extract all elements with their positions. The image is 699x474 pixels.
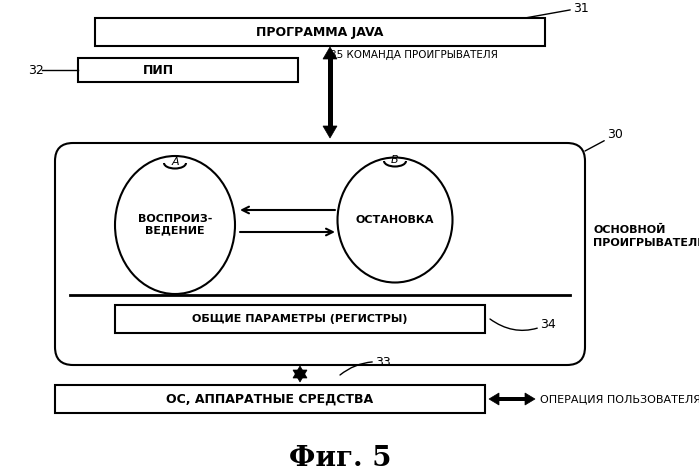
Polygon shape bbox=[323, 126, 337, 138]
Bar bbox=[298, 370, 303, 378]
Text: ОПЕРАЦИЯ ПОЛЬЗОВАТЕЛЯ: ОПЕРАЦИЯ ПОЛЬЗОВАТЕЛЯ bbox=[540, 394, 699, 404]
FancyBboxPatch shape bbox=[55, 143, 585, 365]
Text: ПИП: ПИП bbox=[143, 64, 173, 76]
Ellipse shape bbox=[338, 157, 452, 283]
Bar bbox=[499, 397, 525, 401]
Text: 31: 31 bbox=[525, 1, 589, 18]
Text: ПРОГРАММА JAVA: ПРОГРАММА JAVA bbox=[257, 26, 384, 38]
Text: ВОСПРОИЗ-
ВЕДЕНИЕ: ВОСПРОИЗ- ВЕДЕНИЕ bbox=[138, 214, 212, 236]
Polygon shape bbox=[293, 366, 307, 378]
Text: B: B bbox=[391, 155, 399, 165]
Text: ОС, АППАРАТНЫЕ СРЕДСТВА: ОС, АППАРАТНЫЕ СРЕДСТВА bbox=[166, 392, 373, 405]
Polygon shape bbox=[293, 370, 307, 382]
Text: 35 КОМАНДА ПРОИГРЫВАТЕЛЯ: 35 КОМАНДА ПРОИГРЫВАТЕЛЯ bbox=[330, 50, 498, 60]
Text: ОБЩИЕ ПАРАМЕТРЫ (РЕГИСТРЫ): ОБЩИЕ ПАРАМЕТРЫ (РЕГИСТРЫ) bbox=[192, 314, 408, 324]
Text: 34: 34 bbox=[490, 318, 556, 330]
Text: Фиг. 5: Фиг. 5 bbox=[289, 445, 391, 472]
Ellipse shape bbox=[115, 156, 235, 294]
Bar bbox=[115, 305, 485, 333]
Bar bbox=[95, 18, 545, 46]
Bar bbox=[55, 385, 485, 413]
Text: 32: 32 bbox=[28, 64, 44, 76]
Text: 33: 33 bbox=[340, 356, 391, 375]
Polygon shape bbox=[489, 393, 499, 405]
Text: A: A bbox=[171, 157, 179, 167]
Polygon shape bbox=[323, 47, 337, 59]
Text: ОСНОВНОЙ
ПРОИГРЫВАТЕЛЬ BD: ОСНОВНОЙ ПРОИГРЫВАТЕЛЬ BD bbox=[593, 225, 699, 248]
Bar bbox=[78, 58, 298, 82]
Polygon shape bbox=[525, 393, 535, 405]
Text: 30: 30 bbox=[585, 128, 623, 151]
Bar bbox=[328, 59, 333, 126]
Text: ОСТАНОВКА: ОСТАНОВКА bbox=[356, 215, 434, 225]
